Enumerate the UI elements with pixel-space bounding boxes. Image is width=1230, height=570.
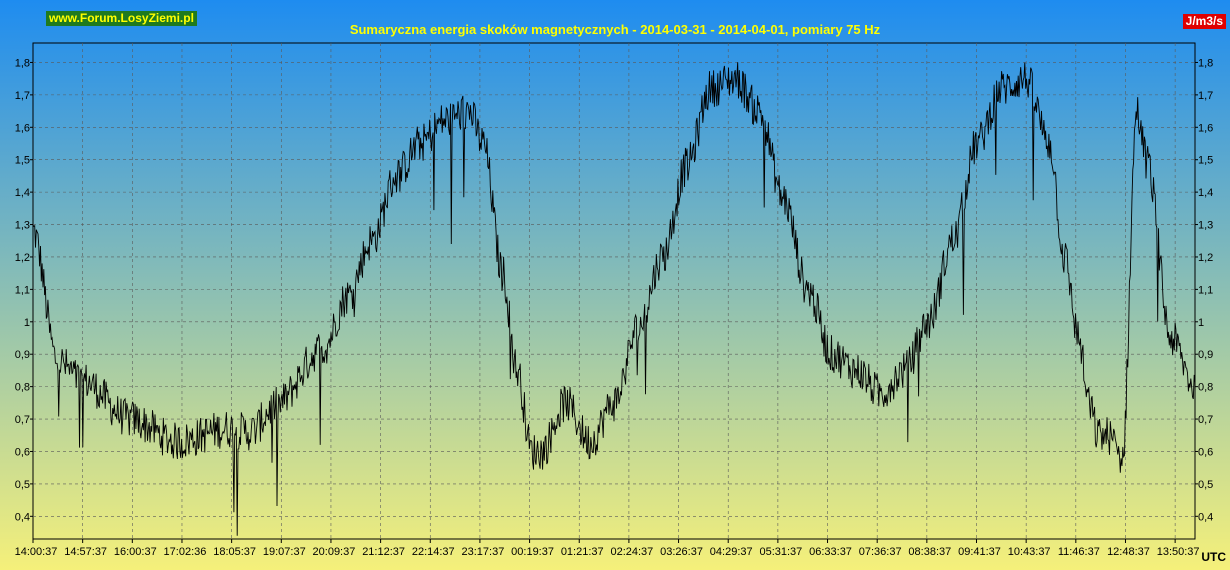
y-tick-label-right: 1,6: [1198, 122, 1213, 134]
x-tick-label: 02:24:37: [610, 546, 653, 558]
y-tick-label-right: 1,2: [1198, 252, 1213, 264]
chart-title: Sumaryczna energia skoków magnetycznych …: [349, 22, 881, 37]
y-tick-label-left: 1,4: [15, 187, 30, 199]
x-tick-label: 01:21:37: [561, 546, 604, 558]
y-tick-label-right: 1: [1198, 317, 1204, 329]
y-tick-label-left: 1,3: [15, 220, 30, 232]
x-tick-label: 10:43:37: [1008, 546, 1051, 558]
y-tick-label-right: 1,3: [1198, 220, 1213, 232]
y-tick-label-right: 1,5: [1198, 155, 1213, 167]
y-tick-label-left: 0,5: [15, 479, 30, 491]
x-tick-label: 20:09:37: [313, 546, 356, 558]
x-tick-label: 03:26:37: [660, 546, 703, 558]
x-tick-label: 17:02:36: [164, 546, 207, 558]
y-tick-label-left: 0,4: [15, 511, 30, 523]
y-tick-label-left: 1,2: [15, 252, 30, 264]
y-tick-label-right: 1,1: [1198, 284, 1213, 296]
x-tick-label: 06:33:37: [809, 546, 852, 558]
site-badge[interactable]: www.Forum.LosyZiemi.pl: [46, 11, 197, 26]
y-tick-label-left: 0,7: [15, 414, 30, 426]
x-tick-label: 16:00:37: [114, 546, 157, 558]
y-tick-label-right: 0,9: [1198, 349, 1213, 361]
x-tick-label: 18:05:37: [213, 546, 256, 558]
x-tick-label: 09:41:37: [958, 546, 1001, 558]
x-tick-label: 14:57:37: [64, 546, 107, 558]
unit-badge: J/m3/s: [1182, 14, 1226, 29]
y-tick-label-right: 1,8: [1198, 57, 1213, 69]
x-tick-label: 11:46:37: [1058, 546, 1100, 558]
x-tick-label: 13:50:37: [1157, 546, 1200, 558]
timezone-label: UTC: [1201, 550, 1226, 564]
x-tick-label: 14:00:37: [15, 546, 58, 558]
x-tick-label: 00:19:37: [511, 546, 554, 558]
y-tick-label-left: 1,6: [15, 122, 30, 134]
y-tick-label-right: 1,4: [1198, 187, 1213, 199]
y-tick-label-left: 0,9: [15, 349, 30, 361]
plot-area-frame: [32, 42, 1196, 540]
x-axis-ticks: 14:00:37 14:57:37 16:00:37 17:02:36 18:05:37…: [15, 539, 1200, 558]
x-tick-label: 04:29:37: [710, 546, 753, 558]
y-axis-ticks: 0,4 0,4 0,5 0,5 0,6 0,6 0,7 0,7 0,8 0,8 0,9 0,9 1 1 1,…: [15, 57, 1214, 523]
x-tick-label: 22:14:37: [412, 546, 455, 558]
y-tick-label-right: 0,7: [1198, 414, 1213, 426]
y-tick-label-right: 0,5: [1198, 479, 1213, 491]
y-tick-label-right: 0,4: [1198, 511, 1213, 523]
x-tick-label: 05:31:37: [759, 546, 802, 558]
y-tick-label-left: 0,8: [15, 382, 30, 394]
x-tick-label: 07:36:37: [859, 546, 902, 558]
x-tick-label: 19:07:37: [263, 546, 306, 558]
x-tick-label: 21:12:37: [362, 546, 405, 558]
y-tick-label-right: 0,6: [1198, 446, 1213, 458]
y-tick-label-left: 1,7: [15, 90, 30, 102]
y-tick-label-right: 0,8: [1198, 382, 1213, 394]
y-tick-label-left: 1,5: [15, 155, 30, 167]
y-tick-label-left: 1,1: [15, 284, 30, 296]
series-line: [32, 62, 1196, 536]
energy-series: [32, 62, 1196, 536]
grid-lines: [33, 43, 1195, 539]
y-tick-label-left: 1,8: [15, 57, 30, 69]
y-tick-label-left: 0,6: [15, 446, 30, 458]
x-tick-label: 23:17:37: [462, 546, 505, 558]
x-tick-label: 08:38:37: [908, 546, 951, 558]
x-tick-label: 12:48:37: [1107, 546, 1150, 558]
y-tick-label-left: 1: [24, 317, 30, 329]
y-tick-label-right: 1,7: [1198, 90, 1213, 102]
